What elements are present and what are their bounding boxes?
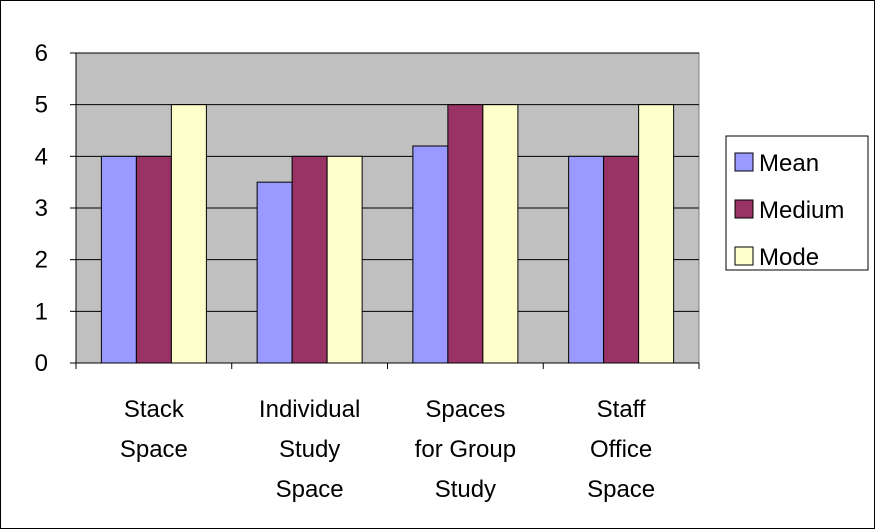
legend-label-mode: Mode [759,244,819,271]
bar-medium [291,155,328,364]
legend-swatch-mean [734,152,754,172]
y-tick-label: 0 [35,350,48,377]
bar-mode [638,104,675,364]
x-category-label-line: Stack [124,396,185,423]
legend-swatch-mode [734,246,754,266]
y-tick-label: 2 [35,247,48,274]
x-category-label: Spaces for Group Study [415,396,516,503]
bar-mean [256,181,293,364]
x-category-label-line: Space [587,476,655,503]
x-category-label: Stack Space [120,396,188,463]
x-axis-labels: Stack Space Individual Study Space Spaces for … [120,396,655,503]
bar-mean [568,155,605,364]
x-category-label-line: Space [120,436,188,463]
x-category-label-line: for Group [415,436,516,463]
bar-mode [170,104,207,364]
x-category-label-line: Space [276,476,344,503]
x-category-label-line: Office [590,436,652,463]
bar-medium [135,155,172,364]
legend-label-medium: Medium [759,197,844,224]
x-category-label-line: Study [435,476,496,503]
y-tick-label: 3 [35,195,48,222]
x-category-label: Staff Office Space [587,396,655,503]
legend-label-mean: Mean [759,150,819,177]
y-tick-label: 1 [35,298,48,325]
bar-mode [482,104,519,364]
y-axis-ticks: 0 1 2 3 4 5 6 [35,40,76,377]
bar-medium [447,104,484,364]
y-tick-label: 4 [35,143,48,170]
legend: Mean Medium Mode [725,135,869,271]
legend-swatch-medium [734,199,754,219]
y-tick-label: 5 [35,92,48,119]
x-category-label-line: Spaces [425,396,505,423]
x-category-label-line: Study [279,436,340,463]
bars [100,104,675,364]
x-category-label: Individual Study Space [259,396,360,503]
x-category-label-line: Individual [259,396,360,423]
bar-medium [603,155,640,364]
x-category-label-line: Staff [597,396,646,423]
bar-mean [100,155,137,364]
bar-mean [412,145,449,364]
bar-mode [326,155,363,364]
y-tick-label: 6 [35,40,48,67]
